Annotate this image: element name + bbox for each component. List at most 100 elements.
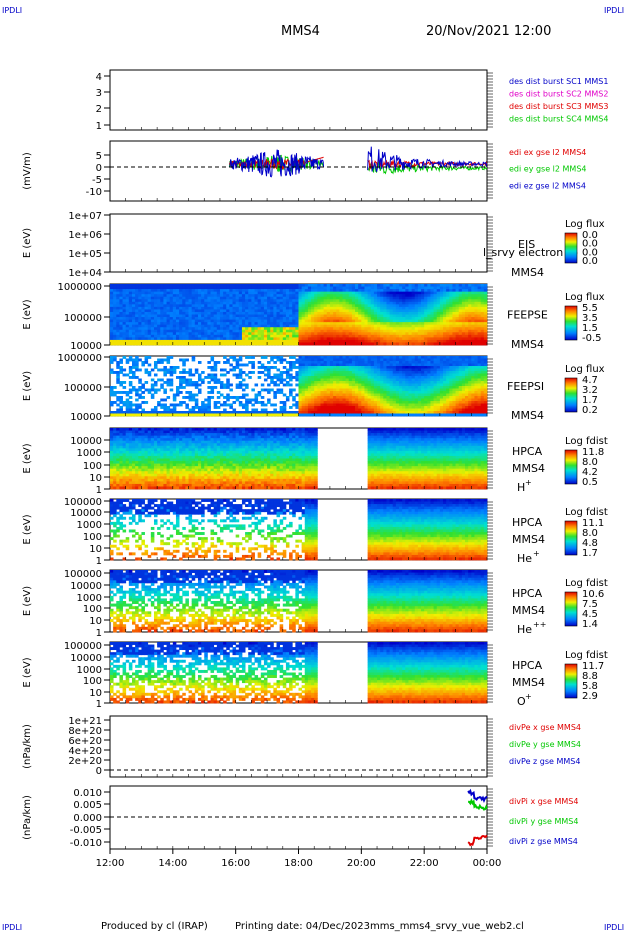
spectrogram-cell bbox=[408, 401, 412, 404]
spectrogram-cell bbox=[194, 406, 199, 409]
spectrogram-cell bbox=[295, 403, 299, 407]
spectrogram-cell bbox=[113, 284, 117, 287]
spectrogram-cell bbox=[483, 334, 488, 338]
spectrogram-cell bbox=[452, 358, 456, 362]
spectrogram-cell bbox=[229, 368, 233, 372]
spectrogram-cell bbox=[267, 332, 271, 336]
spectrogram-cell bbox=[424, 408, 428, 412]
spectrogram-cell bbox=[399, 342, 403, 346]
spectrogram-cell bbox=[150, 324, 155, 328]
spectrogram-cell bbox=[339, 356, 343, 359]
spectrogram-cell bbox=[364, 286, 369, 290]
spectrogram-cell bbox=[333, 301, 337, 305]
spectrogram-cell bbox=[465, 329, 469, 333]
spectrogram-cell bbox=[119, 383, 123, 387]
spectrogram-cell bbox=[348, 342, 353, 346]
spectrogram-cell bbox=[480, 327, 485, 331]
spectrogram-cell bbox=[128, 371, 133, 374]
spectrogram-cell bbox=[417, 368, 422, 372]
spectrogram-cell bbox=[336, 391, 340, 394]
spectrogram-cell bbox=[323, 373, 328, 377]
spectrogram-cell bbox=[358, 306, 362, 310]
spectrogram-cell bbox=[229, 317, 233, 320]
spectrogram-cell bbox=[355, 411, 359, 414]
spectrogram-cell bbox=[270, 376, 274, 379]
spectrogram-cell bbox=[336, 339, 340, 343]
spectrogram-cell bbox=[282, 317, 287, 320]
spectrogram-cell bbox=[439, 373, 444, 377]
spectrogram-cell bbox=[317, 368, 321, 372]
spectrogram-cell bbox=[257, 334, 262, 338]
spectrogram-cell bbox=[421, 398, 425, 402]
spectrogram-cell bbox=[358, 361, 362, 364]
spectrogram-cell bbox=[172, 332, 177, 336]
spectrogram-cell bbox=[345, 408, 350, 412]
spectrogram-cell bbox=[424, 373, 428, 377]
spectrogram-cell bbox=[329, 376, 334, 379]
spectrogram-cell bbox=[380, 327, 384, 331]
spectrogram-cell bbox=[383, 391, 387, 394]
spectrogram-cell bbox=[427, 386, 431, 389]
spectrogram-cell bbox=[395, 306, 400, 310]
spectrogram-cell bbox=[160, 314, 164, 318]
spectrogram-cell bbox=[223, 408, 227, 412]
spectrogram-cell bbox=[351, 327, 356, 331]
spectrogram-cell bbox=[377, 396, 381, 399]
spectrogram-cell bbox=[282, 337, 287, 341]
spectrogram-cell bbox=[128, 289, 133, 293]
spectrogram-cell bbox=[135, 339, 139, 343]
spectrogram-cell bbox=[169, 342, 174, 346]
spectrogram-cell bbox=[172, 309, 177, 313]
spectrogram-cell bbox=[408, 294, 412, 298]
spectrogram-cell bbox=[480, 322, 485, 326]
spectrogram-cell bbox=[122, 294, 127, 298]
spectrogram-cell bbox=[461, 286, 466, 290]
spectrogram-cell bbox=[452, 286, 456, 290]
spectrogram-cell bbox=[110, 296, 114, 300]
spectrogram-cell bbox=[361, 406, 365, 409]
spectrogram-cell bbox=[135, 284, 139, 287]
spectrogram-cell bbox=[138, 406, 142, 409]
spectrogram-cell bbox=[307, 363, 312, 367]
spectrogram-cell bbox=[144, 371, 149, 374]
spectrogram-cell bbox=[399, 301, 403, 305]
spectrogram-cell bbox=[191, 284, 196, 287]
spectrogram-cell bbox=[122, 411, 127, 414]
spectrogram-cell bbox=[433, 337, 438, 341]
spectrogram-cell bbox=[446, 411, 450, 414]
spectrogram-cell bbox=[370, 373, 375, 377]
spectrogram-cell bbox=[355, 376, 359, 379]
spectrogram-cell bbox=[110, 403, 114, 407]
spectrogram-cell bbox=[116, 311, 120, 315]
spectrogram-cell bbox=[314, 339, 318, 343]
spectrogram-cell bbox=[364, 383, 369, 387]
spectrogram-cell bbox=[194, 301, 199, 305]
spectrogram-cell bbox=[191, 339, 196, 343]
spectrogram-cell bbox=[421, 314, 425, 318]
spectrogram-cell bbox=[241, 342, 246, 346]
spectrogram-cell bbox=[138, 322, 142, 326]
spectrogram-cell bbox=[175, 324, 180, 328]
spectrogram-cell bbox=[367, 342, 372, 346]
spectrogram-cell bbox=[131, 309, 136, 313]
spectrogram-cell bbox=[314, 373, 318, 377]
spectrogram-cell bbox=[147, 284, 152, 287]
spectrogram-cell bbox=[150, 291, 155, 295]
spectrogram-cell bbox=[339, 391, 343, 394]
spectrogram-cell bbox=[439, 393, 444, 397]
spectrogram-cell bbox=[358, 322, 362, 326]
spectrogram-cell bbox=[414, 337, 419, 341]
spectrogram-cell bbox=[377, 314, 381, 318]
spectrogram-cell bbox=[443, 337, 447, 341]
spectrogram-cell bbox=[311, 291, 315, 295]
spectrogram-cell bbox=[179, 337, 183, 341]
spectrogram-cell bbox=[311, 284, 315, 287]
spectrogram-cell bbox=[402, 383, 406, 387]
spectrogram-cell bbox=[248, 411, 252, 414]
spectrogram-cell bbox=[323, 324, 328, 328]
spectrogram-cell bbox=[348, 324, 353, 328]
spectrogram-cell bbox=[367, 289, 372, 293]
spectrogram-cell bbox=[223, 332, 227, 336]
spectrogram-cell bbox=[307, 324, 312, 328]
spectrogram-cell bbox=[229, 284, 233, 287]
